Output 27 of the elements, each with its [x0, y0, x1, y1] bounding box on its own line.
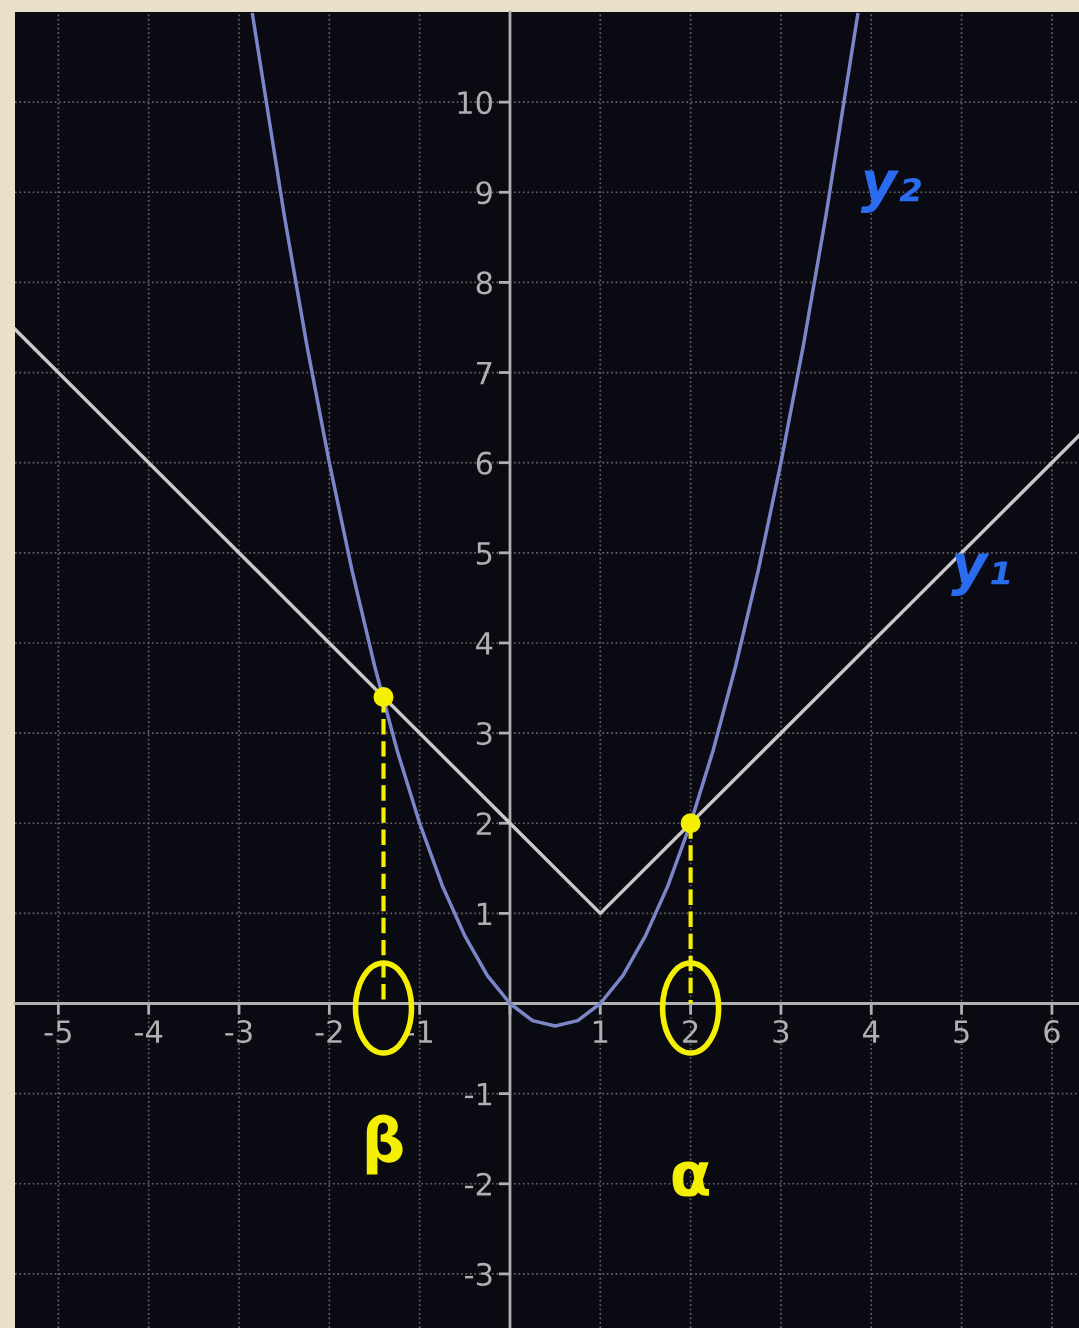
- y-tick-label: 6: [476, 451, 493, 475]
- y-tick-label: -3: [465, 1262, 492, 1286]
- x-tick-label: -4: [134, 1020, 163, 1043]
- y-tick-label: 9: [476, 181, 492, 205]
- y-tick-label: 4: [476, 632, 493, 655]
- series-label: y₂: [860, 170, 921, 213]
- y-tick-label: 7: [477, 361, 492, 385]
- y-tick-label: -1: [465, 1082, 492, 1106]
- x-tick-label: 6: [1044, 1020, 1060, 1044]
- y-tick-label: 8: [476, 271, 492, 295]
- y-tick-label: -2: [465, 1172, 491, 1196]
- x-tick-label: 4: [863, 1020, 880, 1043]
- x-tick-label: 2: [683, 1020, 698, 1043]
- x-tick-label: 5: [954, 1020, 969, 1044]
- x-tick-label: -5: [44, 1020, 71, 1044]
- y-tick-label: 3: [476, 722, 492, 746]
- x-tick-label: 3: [773, 1020, 789, 1044]
- y-tick-label: 10: [458, 91, 492, 115]
- annotation: α: [672, 1161, 710, 1197]
- x-tick-label: -2: [315, 1020, 342, 1043]
- y-tick-label: 5: [476, 542, 492, 565]
- series-label: y₁: [951, 553, 1010, 596]
- x-tick-label: 1: [593, 1020, 608, 1043]
- y-tick-label: 2: [476, 812, 491, 835]
- y-tick-label: 1: [477, 902, 492, 925]
- x-tick-label: -3: [225, 1020, 252, 1044]
- annotation: β: [366, 1114, 403, 1175]
